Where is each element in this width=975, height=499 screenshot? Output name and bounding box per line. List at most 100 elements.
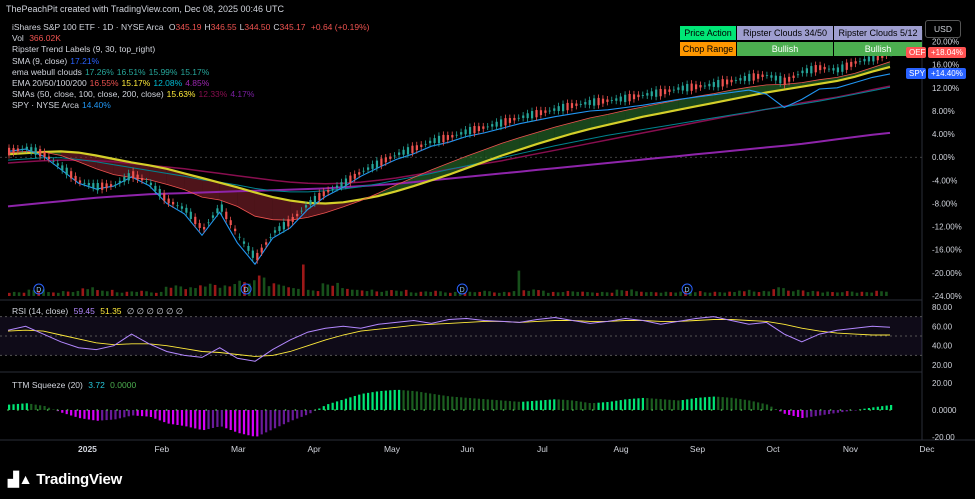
- legend-row: EMA 20/50/100/200 16.55% 15.17% 12.08% 4.85%: [12, 78, 370, 89]
- indicator-name[interactable]: SPY · NYSE Arca: [12, 100, 79, 111]
- indicator-value: 4.85%: [185, 78, 210, 89]
- ttm-squeeze-dot: [7, 409, 9, 411]
- indicator-name[interactable]: EMA 20/50/100/200: [12, 78, 87, 89]
- indicator-value: 12.33%: [198, 89, 228, 100]
- candle-body: [406, 147, 410, 155]
- chart-credit: ThePeachPit created with TradingView.com…: [6, 4, 284, 14]
- volume-bar: [277, 284, 281, 296]
- volume-bar: [561, 292, 565, 296]
- candle-body: [335, 185, 339, 188]
- candle-body: [832, 68, 835, 71]
- ttm-bar: [220, 410, 223, 427]
- ttm-bar: [805, 410, 808, 418]
- candle-body: [216, 208, 219, 214]
- candle-body: [663, 89, 667, 95]
- volume-bar: [27, 289, 31, 296]
- ttm-bar: [344, 398, 348, 410]
- candle-body: [180, 206, 184, 209]
- ttm-bar: [827, 410, 831, 415]
- ttm-bar: [256, 410, 259, 437]
- candle-body: [238, 236, 241, 238]
- volume-bar: [409, 292, 413, 296]
- indicator-name[interactable]: SMAs (50, close, 100, close, 200, close): [12, 89, 164, 100]
- volume-bar: [336, 282, 339, 296]
- ttm-squeeze-dot: [879, 409, 881, 411]
- volume-bar: [679, 291, 682, 296]
- candle-body: [371, 164, 374, 169]
- volume-bar: [782, 288, 785, 296]
- price-tick-label: -24.00%: [932, 292, 962, 301]
- volume-bar: [757, 292, 761, 296]
- ttm-bar: [8, 404, 11, 410]
- ttm-squeeze-dot: [671, 409, 673, 411]
- ttm-bar: [712, 396, 715, 410]
- indicator-name[interactable]: ema webull clouds: [12, 66, 82, 77]
- candle-body: [313, 195, 317, 204]
- volume-bar: [502, 291, 506, 296]
- tradingview-logo[interactable]: ▟▲ TradingView: [8, 471, 122, 488]
- ttm-squeeze-dot: [76, 409, 79, 411]
- volume-bar: [596, 292, 599, 296]
- ttm-bar: [216, 410, 219, 427]
- volume-bar: [738, 290, 741, 296]
- candle-body: [788, 76, 791, 82]
- ttm-bar: [349, 397, 352, 410]
- volume-bar: [375, 291, 379, 296]
- candle-body: [743, 75, 746, 81]
- ttm-bar: [362, 393, 365, 410]
- candle-body: [765, 75, 769, 76]
- ttm-bar: [180, 410, 184, 426]
- ttm-squeeze-dot: [334, 409, 336, 411]
- ttm-bar: [43, 406, 46, 410]
- ttm-bar: [694, 397, 698, 410]
- dividend-marker-circle: [456, 283, 468, 295]
- ttm-bar: [672, 400, 676, 410]
- candle-body: [858, 61, 862, 63]
- ema-cloud-segment: [219, 182, 238, 207]
- symbol-title[interactable]: iShares S&P 100 ETF · 1D · NYSE Arca: [12, 22, 164, 32]
- ttm-bar: [885, 405, 888, 410]
- indicator-name[interactable]: Ripster Trend Labels (9, 30, top_right): [12, 44, 156, 55]
- volume-bar: [267, 286, 271, 296]
- volume-bar: [542, 290, 545, 296]
- ttm-bar: [819, 410, 822, 416]
- time-tick-label: Feb: [154, 444, 169, 454]
- indicator-legend-rows: Ripster Trend Labels (9, 30, top_right) S…: [12, 44, 370, 111]
- ttm-bar: [446, 396, 449, 410]
- ttm-squeeze-dot: [770, 409, 772, 411]
- candle-body: [194, 216, 197, 225]
- ohlc-values: O345.19 H346.55 L344.50 C345.17: [166, 22, 306, 32]
- ema-cloud-segment: [272, 197, 291, 221]
- ttm-squeeze-dot: [720, 409, 723, 411]
- candle-body: [823, 66, 826, 70]
- volume-bar: [713, 291, 717, 296]
- candle-body: [641, 95, 644, 96]
- candle-body: [380, 158, 383, 166]
- legend-title-row: iShares S&P 100 ETF · 1D · NYSE Arca O34…: [12, 22, 370, 33]
- ttm-bar: [278, 410, 281, 427]
- volume-label[interactable]: Vol: [12, 33, 24, 44]
- indicator-name[interactable]: SMA (9, close): [12, 55, 68, 66]
- rsi-label[interactable]: RSI (14, close): [12, 306, 69, 316]
- volume-bar: [321, 283, 325, 296]
- ttm-bar: [646, 398, 649, 410]
- ttm-squeeze-dot: [829, 409, 832, 411]
- ttm-squeeze-dot: [869, 409, 872, 411]
- candle-body: [109, 184, 113, 187]
- ttm-squeeze-dot: [581, 409, 584, 411]
- currency-button[interactable]: USD: [925, 20, 961, 38]
- candle-body: [327, 189, 330, 193]
- volume-bar: [625, 290, 628, 296]
- candle-body: [154, 185, 157, 191]
- ohlc-key: O: [168, 22, 176, 32]
- ttm-bar: [495, 400, 498, 410]
- candle-body: [854, 61, 857, 64]
- ttm-label[interactable]: TTM Squeeze (20): [12, 380, 83, 390]
- ttm-bar: [415, 391, 418, 410]
- ttm-squeeze-dot: [591, 409, 594, 411]
- ttm-bar: [167, 410, 170, 424]
- volume-bar: [649, 291, 653, 296]
- candle-body: [61, 165, 64, 171]
- candle-body: [415, 145, 418, 151]
- candle-body: [827, 68, 831, 70]
